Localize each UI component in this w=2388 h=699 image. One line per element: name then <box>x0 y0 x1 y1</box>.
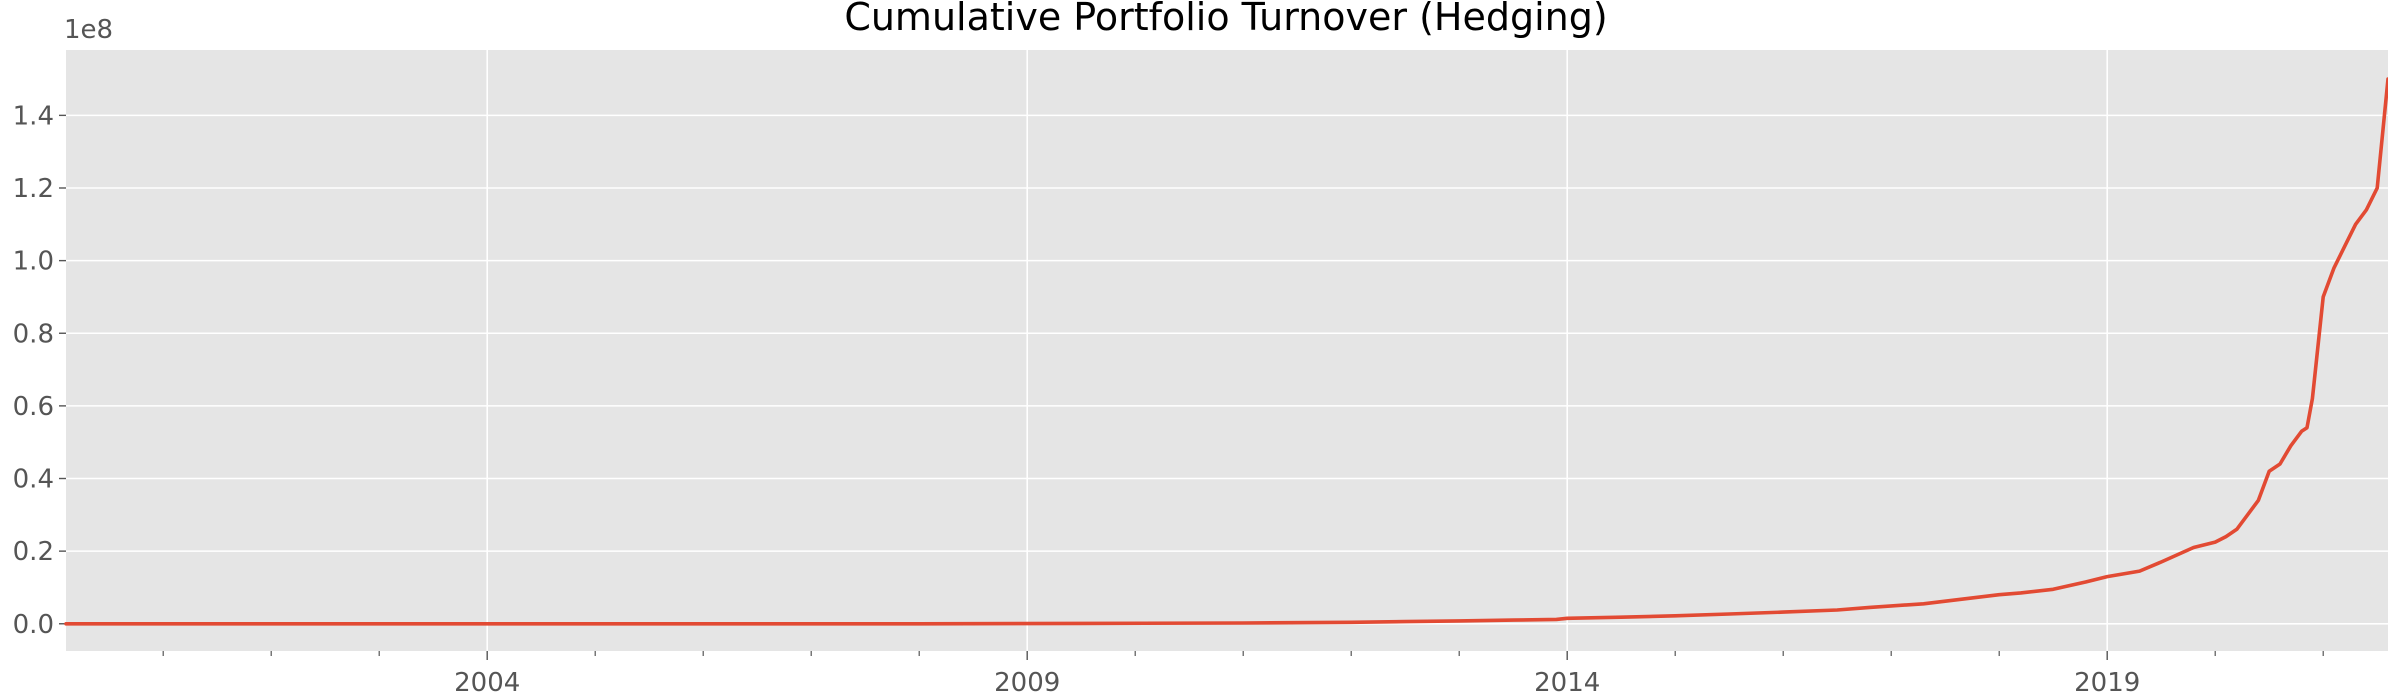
plot-area <box>66 50 2388 651</box>
y-tick-label: 0.0 <box>13 610 54 640</box>
y-tick-label: 1.0 <box>13 247 54 277</box>
axis-ticks <box>59 114 2324 660</box>
x-tick-label: 2009 <box>994 668 1060 698</box>
y-tick-label: 1.4 <box>13 101 54 131</box>
series-line <box>64 77 2388 626</box>
series-lines <box>64 77 2388 626</box>
tick-labels: 0.0 0.2 0.4 0.6 0.8 1.0 1.2 1.4 2004 2009 2014 2019 <box>13 101 2141 698</box>
chart-title: Cumulative Portfolio Turnover (Hedging) <box>844 0 1607 39</box>
x-tick-label: 2014 <box>1534 668 1600 698</box>
x-tick-label: 2004 <box>454 668 520 698</box>
y-tick-label: 0.4 <box>13 465 54 495</box>
y-tick-label: 0.6 <box>13 392 54 422</box>
y-tick-label: 0.2 <box>13 537 54 567</box>
y-tick-label: 1.2 <box>13 174 54 204</box>
y-axis-multiplier: 1e8 <box>64 15 113 45</box>
x-tick-label: 2019 <box>2074 668 2140 698</box>
grid-lines <box>66 50 2388 651</box>
y-tick-label: 0.8 <box>13 319 54 349</box>
